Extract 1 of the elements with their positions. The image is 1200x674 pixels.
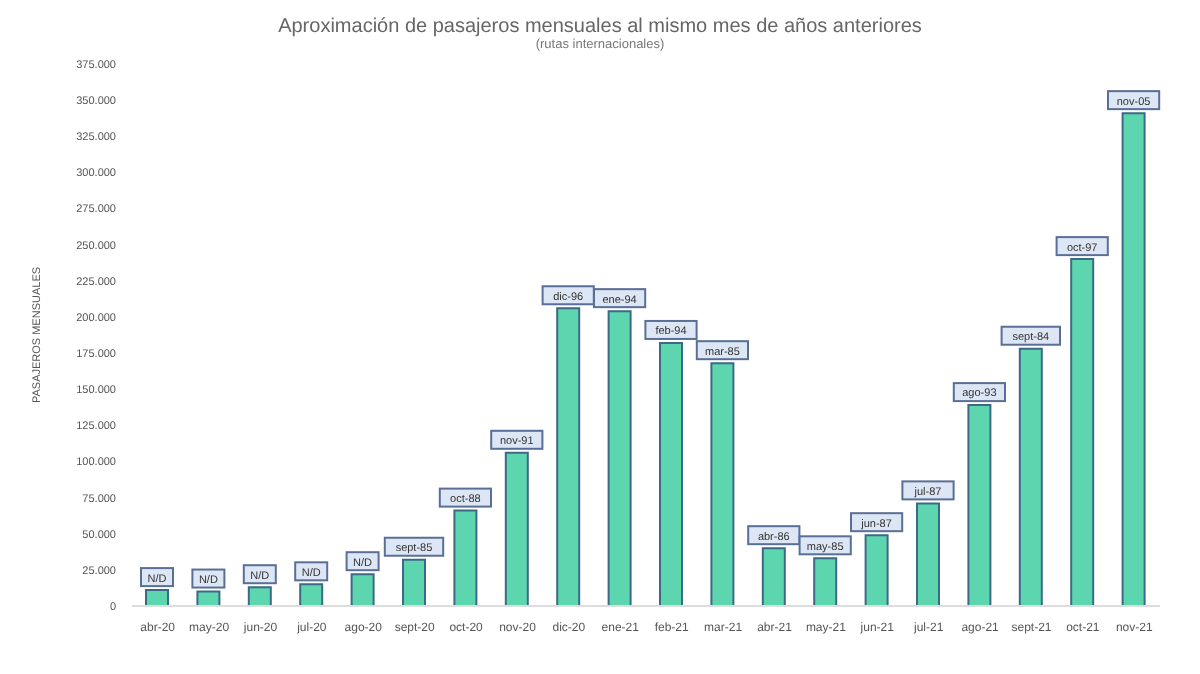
- chart-title: Aproximación de pasajeros mensuales al mismo mes de años anteriores: [276, 16, 924, 38]
